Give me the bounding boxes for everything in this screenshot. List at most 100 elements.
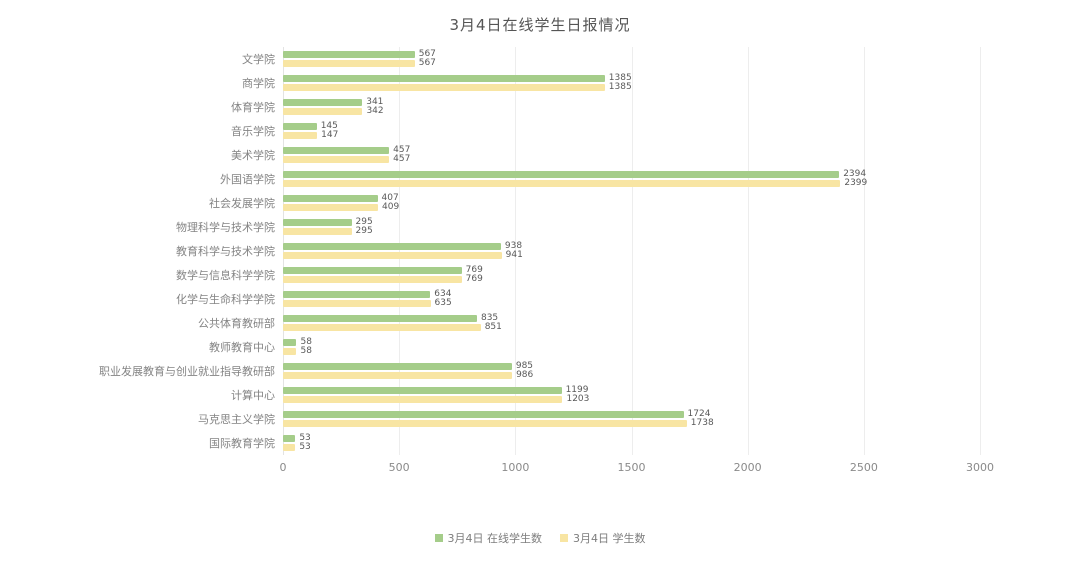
bar-group: 985 986: [283, 362, 980, 380]
bar-line-total: 409: [283, 203, 980, 212]
bar-online: [283, 387, 562, 394]
bar-line-online: 53: [283, 434, 980, 443]
value-label-online: 145: [320, 121, 338, 131]
bar-row: 社会发展学院 407 409: [38, 191, 980, 215]
bar-group: 769 769: [283, 266, 980, 284]
bar-total: [283, 348, 297, 355]
category-label: 美术学院: [231, 149, 275, 162]
value-label-online: 1199: [565, 385, 589, 395]
bar-online: [283, 147, 390, 154]
chart-body: 文学院 567 567 商学院 1385 1385 体育学院 341 342 音乐学院 145 147…: [38, 47, 981, 455]
bar-total: [283, 372, 513, 379]
bar-line-online: 835: [283, 314, 980, 323]
bar-row: 公共体育教研部 835 851: [38, 311, 980, 335]
value-label-total: 567: [418, 58, 436, 68]
bar-line-online: 1724: [283, 410, 980, 419]
value-label-total: 147: [321, 130, 339, 140]
bar-group: 341 342: [283, 98, 980, 116]
bar-line-online: 2394: [283, 170, 980, 179]
bar-line-online: 1385: [283, 74, 980, 83]
value-label-online: 407: [381, 193, 399, 203]
bar-online: [283, 123, 317, 130]
tick-label-3000: 3000: [966, 461, 994, 474]
bar-line-total: 986: [283, 371, 980, 380]
bar-online: [283, 75, 605, 82]
bar-rows: 文学院 567 567 商学院 1385 1385 体育学院 341 342 音乐学院 145 147…: [38, 47, 980, 455]
bar-online: [283, 219, 352, 226]
bar-group: 634 635: [283, 290, 980, 308]
category-label: 公共体育教研部: [198, 317, 275, 330]
category-label: 文学院: [242, 53, 275, 66]
legend: 3月4日 在线学生数 3月4日 学生数: [0, 530, 1080, 546]
bar-row: 体育学院 341 342: [38, 95, 980, 119]
bar-row: 外国语学院 2394 2399: [38, 167, 980, 191]
bar-line-total: 941: [283, 251, 980, 260]
bar-row: 计算中心 1199 1203: [38, 383, 980, 407]
value-label-total: 851: [484, 322, 502, 332]
bar-group: 567 567: [283, 50, 980, 68]
bar-total: [283, 228, 352, 235]
category-label: 社会发展学院: [209, 197, 275, 210]
legend-item-total: 3月4日 学生数: [560, 530, 646, 546]
bar-online: [283, 435, 296, 442]
legend-label-online: 3月4日 在线学生数: [447, 532, 543, 545]
bar-group: 1724 1738: [283, 410, 980, 428]
value-label-online: 835: [480, 313, 499, 323]
bar-online: [283, 195, 378, 202]
bar-group: 1199 1203: [283, 386, 980, 404]
bar-line-online: 769: [283, 266, 980, 275]
bar-total: [283, 276, 462, 283]
bar-line-total: 295: [283, 227, 980, 236]
bar-group: 2394 2399: [283, 170, 980, 188]
value-label-total: 342: [366, 106, 384, 116]
bar-online: [283, 291, 431, 298]
bar-online: [283, 99, 363, 106]
bar-line-total: 58: [283, 347, 980, 356]
bar-line-online: 1199: [283, 386, 980, 395]
value-label-online: 58: [300, 337, 312, 347]
bar-line-online: 295: [283, 218, 980, 227]
bar-line-total: 457: [283, 155, 980, 164]
bar-online: [283, 315, 477, 322]
category-label: 数学与信息科学学院: [176, 269, 275, 282]
bar-line-total: 769: [283, 275, 980, 284]
category-label: 国际教育学院: [209, 437, 275, 450]
legend-swatch-yellow: [560, 534, 568, 542]
bar-total: [283, 84, 605, 91]
value-label-total: 409: [382, 202, 400, 212]
value-label-total: 986: [516, 370, 534, 380]
bar-online: [283, 363, 512, 370]
bar-line-online: 985: [283, 362, 980, 371]
value-label-online: 985: [515, 361, 534, 371]
bar-row: 音乐学院 145 147: [38, 119, 980, 143]
bar-total: [283, 420, 687, 427]
bar-line-total: 635: [283, 299, 980, 308]
category-label: 职业发展教育与创业就业指导教研部: [99, 365, 275, 378]
bar-line-total: 53: [283, 443, 980, 452]
value-label-online: 341: [366, 97, 384, 107]
bar-online: [283, 267, 462, 274]
bar-online: [283, 171, 840, 178]
bar-online: [283, 339, 297, 346]
value-label-online: 567: [418, 49, 436, 59]
bar-total: [283, 180, 841, 187]
value-label-total: 58: [300, 346, 312, 356]
bar-online: [283, 411, 684, 418]
bar-row: 化学与生命科学学院 634 635: [38, 287, 980, 311]
value-label-total: 1385: [608, 82, 632, 92]
value-label-online: 769: [465, 265, 483, 275]
bar-line-total: 1385: [283, 83, 980, 92]
bar-line-online: 938: [283, 242, 980, 251]
legend-label-total: 3月4日 学生数: [573, 532, 646, 545]
bar-row: 数学与信息科学学院 769 769: [38, 263, 980, 287]
category-label: 计算中心: [231, 389, 275, 402]
bar-line-total: 342: [283, 107, 980, 116]
bar-total: [283, 252, 502, 259]
tick-label-0: 0: [279, 461, 287, 474]
value-label-total: 941: [505, 250, 523, 260]
tick-label-1500: 1500: [617, 461, 646, 474]
bar-line-online: 634: [283, 290, 980, 299]
bar-group: 295 295: [283, 218, 980, 236]
bar-row: 物理科学与技术学院 295 295: [38, 215, 980, 239]
